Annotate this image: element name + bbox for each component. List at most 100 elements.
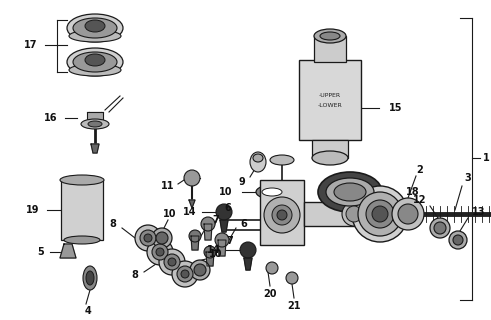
Text: 16: 16 xyxy=(44,113,57,123)
Ellipse shape xyxy=(164,254,180,270)
Ellipse shape xyxy=(372,206,388,222)
Ellipse shape xyxy=(360,204,366,224)
Text: -UPPER: -UPPER xyxy=(319,92,341,98)
Ellipse shape xyxy=(64,236,100,244)
Ellipse shape xyxy=(85,20,105,32)
Circle shape xyxy=(240,242,256,258)
Text: 20: 20 xyxy=(263,289,277,299)
Ellipse shape xyxy=(81,119,109,129)
Ellipse shape xyxy=(190,260,210,280)
Text: 18: 18 xyxy=(406,187,420,197)
Bar xyxy=(87,112,103,122)
Ellipse shape xyxy=(67,14,123,42)
Ellipse shape xyxy=(326,178,374,206)
Ellipse shape xyxy=(354,204,360,224)
Ellipse shape xyxy=(67,48,123,76)
Ellipse shape xyxy=(135,225,161,251)
Text: 9: 9 xyxy=(239,177,246,187)
Ellipse shape xyxy=(83,266,97,290)
Text: 5: 5 xyxy=(37,247,44,257)
Ellipse shape xyxy=(272,205,292,225)
Ellipse shape xyxy=(270,155,294,165)
Circle shape xyxy=(215,233,229,247)
Circle shape xyxy=(204,246,216,258)
Ellipse shape xyxy=(147,239,173,265)
Circle shape xyxy=(189,230,201,242)
Bar xyxy=(61,180,103,240)
Circle shape xyxy=(216,204,232,220)
Ellipse shape xyxy=(140,230,156,246)
Text: 14: 14 xyxy=(207,245,220,255)
Circle shape xyxy=(449,231,467,249)
Ellipse shape xyxy=(85,54,105,66)
Ellipse shape xyxy=(88,121,102,127)
Ellipse shape xyxy=(86,271,94,285)
Ellipse shape xyxy=(60,175,104,185)
Text: 12: 12 xyxy=(412,195,426,205)
Bar xyxy=(314,36,346,62)
Ellipse shape xyxy=(358,192,402,236)
Ellipse shape xyxy=(366,204,372,224)
Circle shape xyxy=(434,222,446,234)
Circle shape xyxy=(201,217,215,231)
Ellipse shape xyxy=(320,32,340,40)
Text: 14: 14 xyxy=(183,207,196,217)
Ellipse shape xyxy=(318,172,382,212)
Ellipse shape xyxy=(177,266,193,282)
Ellipse shape xyxy=(398,204,418,224)
Ellipse shape xyxy=(312,151,348,165)
Text: 13: 13 xyxy=(472,207,486,217)
Polygon shape xyxy=(204,224,212,240)
Ellipse shape xyxy=(159,249,185,275)
Polygon shape xyxy=(244,258,252,270)
Text: 7: 7 xyxy=(212,215,219,225)
Text: 21: 21 xyxy=(287,301,301,311)
Text: -LOWER: -LOWER xyxy=(318,102,342,108)
Ellipse shape xyxy=(366,200,394,228)
Ellipse shape xyxy=(256,185,288,199)
Polygon shape xyxy=(91,144,99,153)
Bar xyxy=(299,60,361,140)
Ellipse shape xyxy=(69,30,121,42)
Ellipse shape xyxy=(172,261,198,287)
Text: 15: 15 xyxy=(389,103,403,113)
Ellipse shape xyxy=(168,258,176,266)
Ellipse shape xyxy=(250,152,266,172)
Polygon shape xyxy=(60,244,76,258)
Ellipse shape xyxy=(314,29,346,43)
Text: 4: 4 xyxy=(84,306,91,316)
Text: 6: 6 xyxy=(240,219,247,229)
Ellipse shape xyxy=(334,183,366,201)
Polygon shape xyxy=(206,252,214,266)
Ellipse shape xyxy=(69,64,121,76)
Bar xyxy=(312,140,348,158)
Circle shape xyxy=(286,272,298,284)
Text: 10: 10 xyxy=(209,249,223,259)
Ellipse shape xyxy=(194,264,206,276)
Ellipse shape xyxy=(392,198,424,230)
Bar xyxy=(260,180,304,245)
Text: 2: 2 xyxy=(417,165,423,175)
Ellipse shape xyxy=(346,206,362,222)
Ellipse shape xyxy=(253,154,263,162)
Ellipse shape xyxy=(342,202,366,226)
Circle shape xyxy=(184,170,200,186)
Text: 10: 10 xyxy=(163,209,177,219)
Ellipse shape xyxy=(73,52,117,72)
Ellipse shape xyxy=(152,228,172,248)
Text: 8: 8 xyxy=(131,270,138,280)
Text: 6: 6 xyxy=(224,203,231,213)
Polygon shape xyxy=(191,236,199,250)
Ellipse shape xyxy=(264,197,300,233)
Ellipse shape xyxy=(156,232,168,244)
Ellipse shape xyxy=(378,204,384,224)
Circle shape xyxy=(453,235,463,245)
Text: 19: 19 xyxy=(26,205,39,215)
Text: 8: 8 xyxy=(109,219,116,229)
Bar xyxy=(304,202,354,226)
Polygon shape xyxy=(218,240,226,256)
Polygon shape xyxy=(220,220,228,232)
Circle shape xyxy=(266,262,278,274)
Ellipse shape xyxy=(277,210,287,220)
Ellipse shape xyxy=(156,248,164,256)
